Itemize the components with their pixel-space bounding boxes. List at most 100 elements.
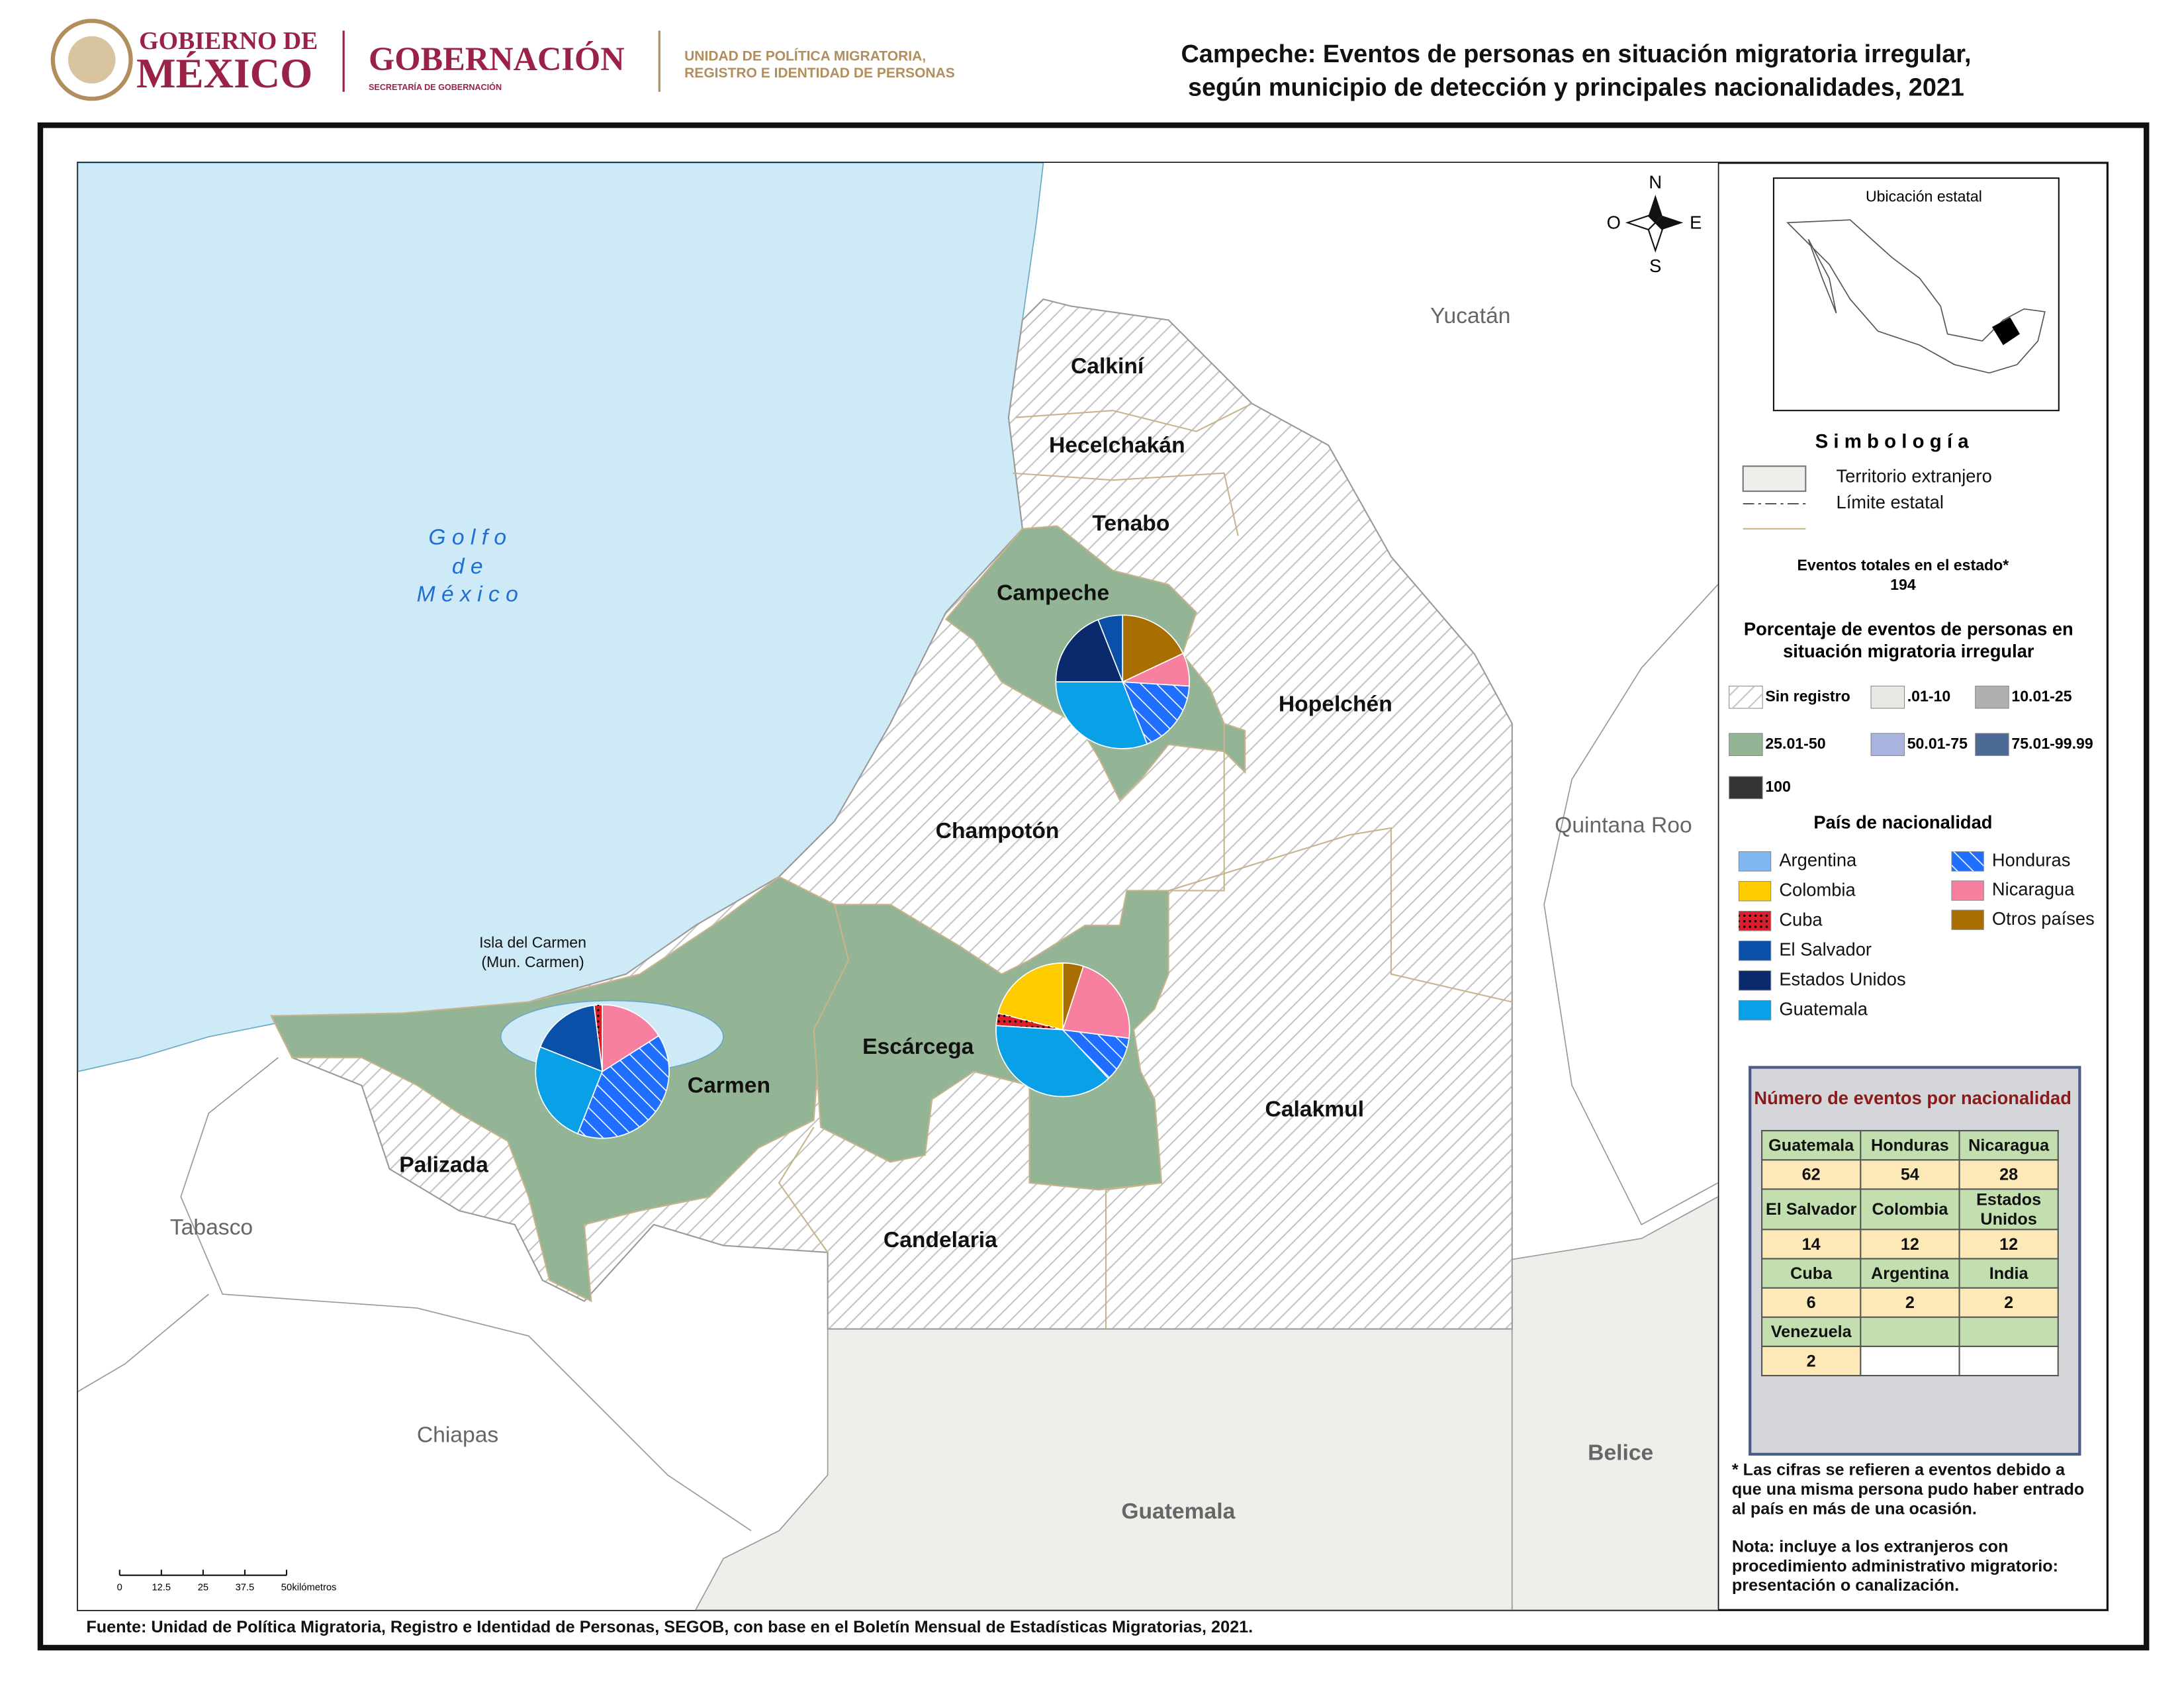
table-cell: Venezuela (1761, 1316, 1862, 1347)
table-cell: Nicaragua (1958, 1130, 2059, 1161)
pie-slice (1122, 614, 1184, 683)
table-row: Cuba Argentina India (1761, 1258, 2059, 1289)
pie-slice-pattern (1122, 682, 1189, 744)
total-value: 194 (1890, 576, 1916, 593)
table-cell: Colombia (1860, 1188, 1960, 1231)
table-cell: 54 (1860, 1159, 1960, 1190)
class-label: 50.01-75 (1907, 735, 1968, 752)
inset-baja (1807, 239, 1837, 314)
table-cell: 28 (1958, 1159, 2059, 1190)
scale-bar: 0 12.5 25 37.5 50 kilómetros (117, 1570, 336, 1593)
class-label: 25.01-50 (1765, 735, 1825, 752)
table-cell: Honduras (1860, 1130, 1960, 1161)
swatch (1738, 851, 1772, 872)
pie-slice (535, 1046, 604, 1135)
scale-label: 25 (198, 1583, 208, 1593)
legend-label: Territorio extranjero (1837, 465, 1992, 486)
note: * Las cifras se refieren a eventos debid… (1732, 1461, 2066, 1479)
table-cell (1860, 1316, 1960, 1347)
state-label: Chiapas (417, 1423, 498, 1447)
table-cell: Estados Unidos (1958, 1188, 2059, 1231)
swatch-pattern (1951, 851, 1984, 871)
note: que una misma persona pudo haber entrado (1732, 1480, 2084, 1499)
logo-subtext: SECRETARÍA DE GOBERNACIÓN (369, 82, 502, 92)
municipality-label: Calkiní (1071, 354, 1145, 379)
title: según municipio de detección y principal… (1188, 74, 1964, 102)
nationality-label: El Salvador (1779, 939, 1872, 959)
count-table: Guatemala Honduras Nicaragua 62 54 28 El Salva… (1761, 1130, 2059, 1377)
foreign-swatch (1742, 465, 1807, 492)
municipality-label: Palizada (399, 1153, 488, 1178)
belice-territory (1511, 1196, 1718, 1611)
table-cell: 2 (1958, 1287, 2059, 1318)
swatch (1975, 685, 2009, 709)
municipality-label: Hecelchakán (1049, 434, 1185, 458)
class-label: 75.01-99.99 (2011, 735, 2093, 752)
table-row: Guatemala Honduras Nicaragua (1761, 1130, 2059, 1161)
table-row: 62 54 28 (1761, 1159, 2059, 1190)
table-cell: 2 (1761, 1345, 1862, 1377)
logo-text: UNIDAD DE POLÍTICA MIGRATORIA, (684, 49, 926, 64)
inset: Ubicación estatal (1772, 177, 2060, 412)
class-label: Sin registro (1765, 687, 1850, 704)
scale-label: 12.5 (152, 1583, 171, 1593)
pct-title: Porcentaje de eventos de personas en (1744, 619, 2073, 639)
scale-label: 37.5 (236, 1583, 255, 1593)
municipality-label: Candelaria (884, 1228, 997, 1252)
table-cell: El Salvador (1761, 1188, 1862, 1231)
municipality-label: Escárcega (862, 1035, 974, 1059)
swatch (1729, 733, 1763, 757)
municipality-label: Champotón (936, 819, 1060, 843)
compass-label: E (1690, 212, 1702, 233)
pie-slice-pattern (996, 1013, 1063, 1030)
pie-slice (539, 1004, 604, 1073)
swatch (1738, 940, 1772, 961)
pie-slice (995, 1025, 1110, 1098)
nationality-label: Otros países (1992, 908, 2095, 929)
swatch (1729, 776, 1763, 800)
sea-label: G o l f o (428, 525, 506, 549)
municipality-label: Carmen (688, 1074, 770, 1098)
legend-title: S i m b o l o g í a (1815, 430, 1970, 452)
swatch (1975, 733, 2009, 757)
nationality-label: Colombia (1779, 879, 1856, 900)
pct-title: situación migratoria irregular (1783, 641, 2034, 661)
nat-title: País de nacionalidad (1813, 812, 1992, 833)
swatch (1951, 880, 1984, 901)
table-row: 2 (1761, 1345, 2059, 1377)
municipality-label: Tenabo (1092, 511, 1169, 536)
table-host: Guatemala Honduras Nicaragua 62 54 28 El Salva… (1761, 1130, 2070, 1377)
swatch-pattern (1739, 911, 1771, 931)
pie-slice (1062, 965, 1130, 1039)
state-label: Tabasco (170, 1215, 253, 1240)
table-title: Número de eventos por nacionalidad (1754, 1088, 2071, 1108)
table-cell (1860, 1345, 1960, 1377)
logo-text: GOBIERNO DE (139, 27, 318, 55)
table-cell (1958, 1316, 2059, 1347)
compass: N S E O (1607, 172, 1702, 276)
table-cell: 2 (1860, 1287, 1960, 1318)
class-label: 100 (1765, 778, 1791, 795)
nationality-label: Guatemala (1779, 998, 1868, 1019)
class-label: .01-10 (1907, 687, 1951, 704)
pie-slice (1062, 962, 1085, 1030)
total-label: Eventos totales en el estado* (1797, 557, 2009, 574)
municipal-limits (778, 402, 1513, 1329)
state-borders (77, 584, 1718, 1532)
note: presentación o canalización. (1732, 1576, 1959, 1595)
country-label: Guatemala (1121, 1499, 1235, 1524)
table-row: Venezuela (1761, 1316, 2059, 1347)
state-label: Yucatán (1430, 304, 1511, 328)
pie-slice (1055, 619, 1124, 682)
table-row: 14 12 12 (1761, 1229, 2059, 1260)
pies (535, 614, 1190, 1139)
inset-mexico (1786, 219, 2046, 374)
table-cell: India (1958, 1258, 2059, 1289)
note: Nota: incluye a los extranjeros con (1732, 1537, 2009, 1556)
swatch (1870, 733, 1905, 757)
scale-label: 0 (117, 1583, 122, 1593)
legend: S i m b o l o g í a Territorio extranjer… (1729, 430, 2095, 1595)
